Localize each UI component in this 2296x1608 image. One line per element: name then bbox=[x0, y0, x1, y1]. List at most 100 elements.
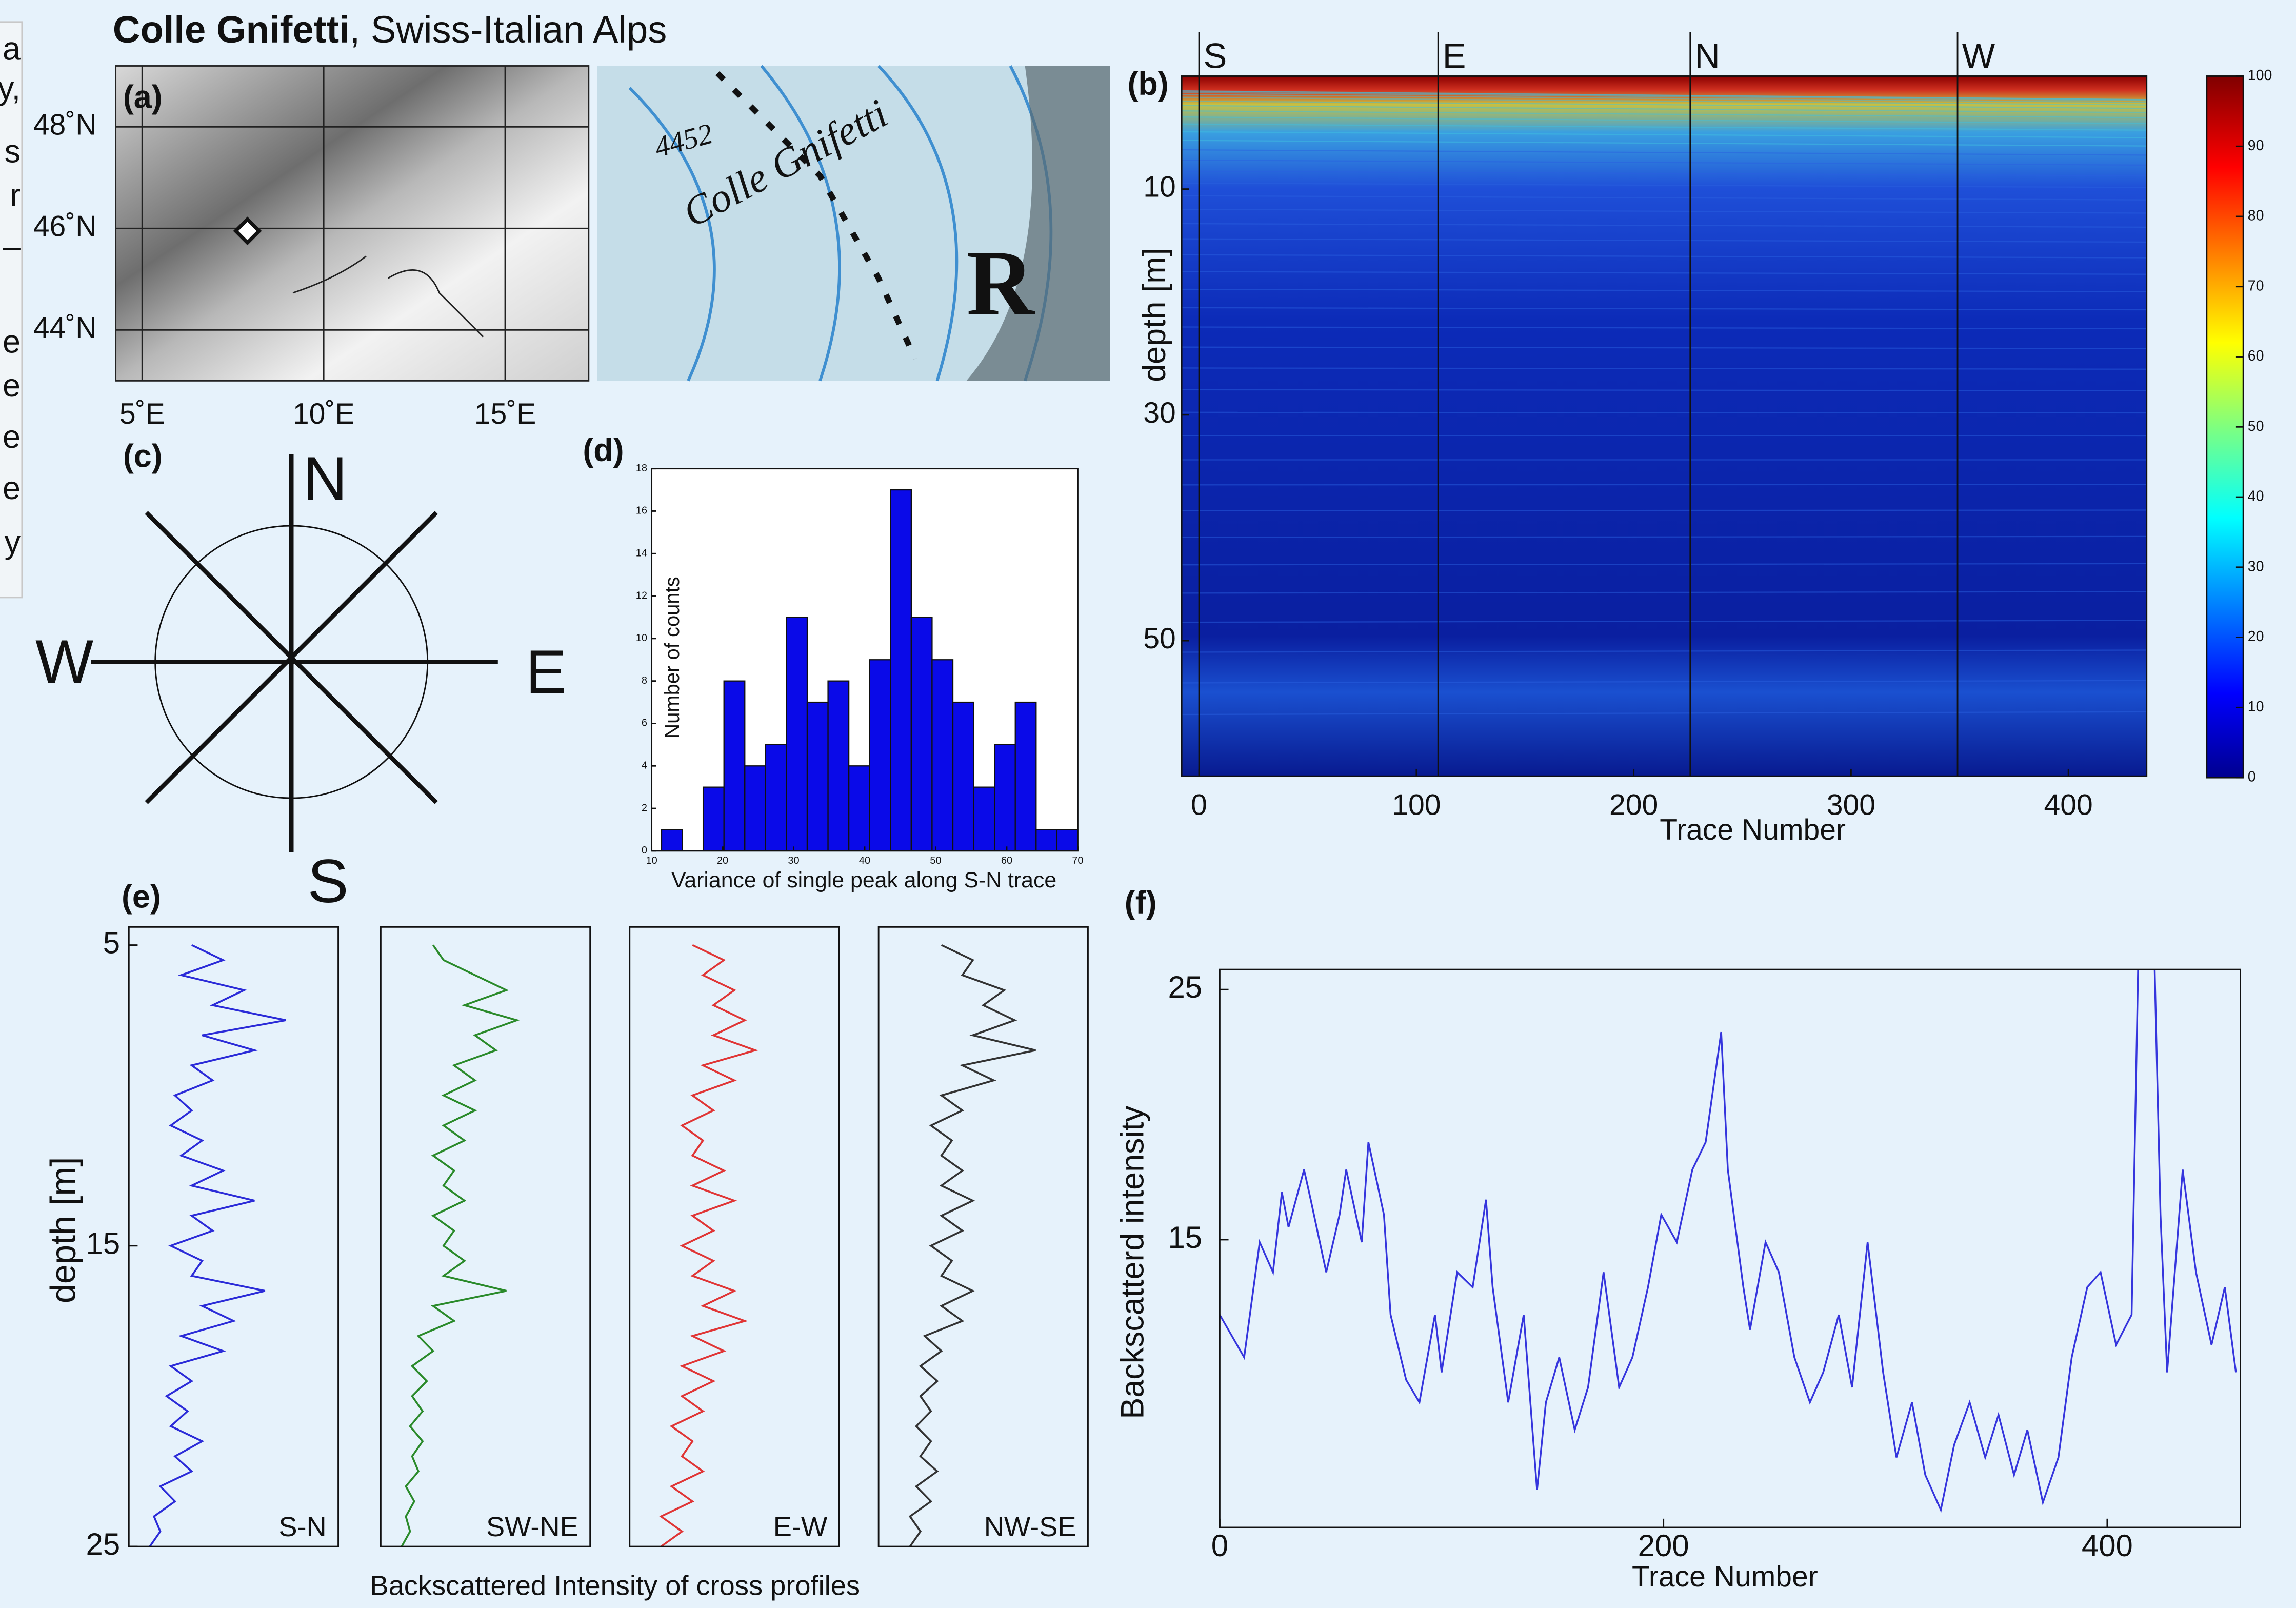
x-tick-label: 40 bbox=[859, 855, 870, 866]
bar bbox=[723, 680, 746, 852]
x-tick-label: 100 bbox=[1392, 788, 1441, 821]
y-tick-label: 8 bbox=[642, 675, 647, 686]
y-tick-label: 6 bbox=[642, 718, 647, 729]
x-tick-label: 60 bbox=[1001, 855, 1012, 866]
radargram-texture bbox=[1182, 131, 2147, 138]
section-label: W bbox=[1962, 36, 1995, 75]
colorbar-tick-label: 70 bbox=[2248, 277, 2264, 294]
profile-line bbox=[908, 944, 1036, 1547]
bar bbox=[1056, 829, 1079, 852]
bar bbox=[994, 744, 1016, 852]
y-axis-label: Number of counts bbox=[661, 577, 684, 738]
y-tick-label: 48˚N bbox=[33, 108, 97, 141]
radargram-texture bbox=[1182, 411, 2147, 414]
y-tick-label: 30 bbox=[1143, 396, 1176, 429]
radargram-texture bbox=[1182, 238, 2147, 243]
frame bbox=[877, 926, 1089, 1547]
bar bbox=[973, 786, 995, 852]
radargram-texture bbox=[1182, 563, 2147, 566]
frame bbox=[380, 926, 591, 1547]
panel-label: (d) bbox=[583, 432, 624, 468]
radargram-texture bbox=[1182, 105, 2147, 113]
x-tick-label: 0 bbox=[1211, 1528, 1228, 1563]
margin-box bbox=[0, 21, 23, 599]
panel-label: (e) bbox=[122, 879, 161, 915]
photo-letter: R bbox=[966, 231, 1035, 335]
radargram-texture bbox=[1182, 149, 2147, 156]
y-tick-label: 14 bbox=[636, 548, 647, 559]
bar bbox=[827, 680, 850, 852]
radargram-texture bbox=[1182, 140, 2147, 147]
radargram-texture bbox=[1182, 435, 2147, 437]
colorbar-tick-label: 80 bbox=[2248, 208, 2264, 224]
margin-fragment: a bbox=[3, 31, 21, 67]
y-axis-label: depth [m] bbox=[44, 1157, 83, 1304]
panel-label: (b) bbox=[1128, 66, 1169, 102]
radargram-texture bbox=[1182, 307, 2147, 311]
x-tick-label: 30 bbox=[788, 855, 799, 866]
bar bbox=[765, 744, 787, 852]
panel-label: (c) bbox=[123, 438, 163, 474]
series-name: S-N bbox=[278, 1512, 326, 1542]
radargram-texture bbox=[1182, 367, 2147, 370]
title-bold: Colle Gnifetti bbox=[113, 8, 350, 50]
radargram-texture bbox=[1182, 680, 2147, 684]
margin-fragment: e bbox=[3, 419, 21, 455]
radargram-texture bbox=[1182, 326, 2147, 330]
panel-label: (a) bbox=[123, 80, 163, 115]
bar bbox=[744, 765, 766, 852]
y-tick-label: 25 bbox=[1168, 970, 1202, 1004]
frame bbox=[128, 926, 340, 1547]
radargram-texture bbox=[1182, 110, 2147, 118]
x-tick-label: 400 bbox=[2082, 1528, 2133, 1563]
bar bbox=[786, 617, 808, 852]
profile-line bbox=[401, 944, 520, 1547]
title-rest: , Swiss-Italian Alps bbox=[350, 8, 667, 50]
y-tick-label: 46˚N bbox=[33, 210, 97, 243]
y-tick-label: 50 bbox=[1143, 622, 1176, 655]
radargram-texture bbox=[1182, 535, 2147, 538]
colorbar-tick-label: 40 bbox=[2248, 488, 2264, 505]
radargram-texture bbox=[1182, 620, 2147, 623]
radargram-texture bbox=[1182, 182, 2147, 188]
x-tick-label: 5˚E bbox=[119, 398, 165, 430]
frame bbox=[629, 926, 840, 1547]
bar bbox=[1014, 701, 1037, 852]
compass-south: S bbox=[308, 847, 349, 916]
bar bbox=[952, 701, 974, 852]
bar bbox=[806, 701, 829, 852]
section-label: E bbox=[1443, 36, 1466, 75]
colorbar-tick-label: 10 bbox=[2248, 699, 2264, 715]
colorbar-tick-label: 90 bbox=[2248, 137, 2264, 154]
radargram-texture bbox=[1182, 389, 2147, 391]
compass-east: E bbox=[526, 638, 567, 706]
x-tick-label: 0 bbox=[1191, 788, 1207, 821]
x-tick-label: 50 bbox=[930, 855, 941, 866]
y-tick-label: 25 bbox=[86, 1527, 120, 1561]
radargram-texture bbox=[1182, 100, 2147, 109]
margin-fragment: e bbox=[3, 470, 21, 506]
coastline bbox=[292, 255, 484, 338]
y-tick-label: 15 bbox=[1168, 1220, 1202, 1255]
contour bbox=[628, 65, 1053, 382]
x-tick-label: 10˚E bbox=[293, 398, 355, 430]
margin-fragment: y, bbox=[0, 71, 21, 107]
radargram-texture bbox=[1182, 649, 2147, 653]
colorbar-tick-label: 0 bbox=[2248, 769, 2256, 785]
frame bbox=[651, 468, 1079, 852]
radargram-texture bbox=[1182, 208, 2147, 214]
radargram-texture bbox=[1182, 116, 2147, 124]
y-tick-label: 10 bbox=[1143, 171, 1176, 204]
radargram-texture bbox=[1182, 92, 2147, 102]
y-axis-label: depth [m] bbox=[1136, 248, 1172, 382]
bar bbox=[702, 786, 725, 852]
y-tick-label: 2 bbox=[642, 802, 647, 813]
y-tick-label: 5 bbox=[103, 925, 120, 960]
x-axis-label: Trace Number bbox=[1632, 1560, 1818, 1593]
radargram-texture bbox=[1182, 94, 2147, 103]
y-tick-label: 15 bbox=[86, 1226, 120, 1261]
compass-line bbox=[145, 511, 438, 804]
y-tick-label: 44˚N bbox=[33, 311, 97, 344]
colorbar-tick-label: 60 bbox=[2248, 348, 2264, 364]
